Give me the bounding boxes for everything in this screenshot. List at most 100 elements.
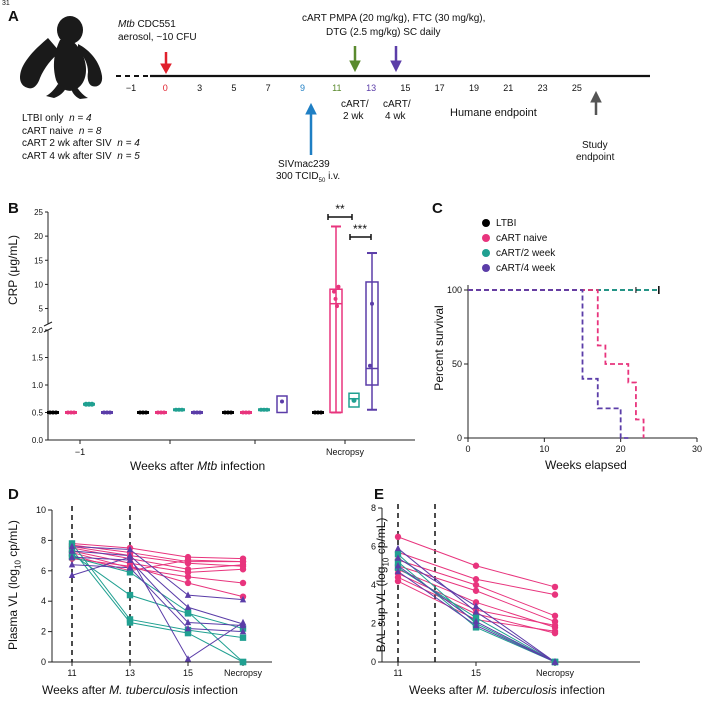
- data-point: [126, 545, 134, 553]
- legend-label: cART/4 week: [496, 263, 556, 274]
- data-point: [184, 579, 192, 587]
- data-point: [394, 567, 402, 575]
- data-point: [126, 591, 134, 599]
- series-line: [71, 553, 244, 630]
- data-point: [89, 401, 95, 407]
- data-point: [184, 608, 192, 616]
- timeline-tick: 19: [468, 83, 479, 93]
- y-tick-label: 10: [36, 505, 46, 515]
- data-point: [141, 410, 145, 415]
- timeline-tick: 17: [434, 83, 445, 93]
- data-point: [68, 561, 76, 568]
- data-point: [138, 410, 142, 415]
- cart-2wk-arrow: [349, 46, 361, 73]
- legend-label: cART naive: [496, 233, 548, 244]
- x-tick-label: 11: [67, 668, 76, 678]
- data-point: [394, 551, 402, 558]
- timeline-tick: 7: [265, 83, 271, 93]
- series-line: [71, 549, 244, 663]
- data-point: [472, 617, 480, 625]
- data-point: [394, 558, 402, 566]
- data-point: [262, 407, 266, 412]
- data-point: [54, 410, 58, 415]
- legend-marker: [482, 234, 490, 242]
- data-point: [551, 583, 559, 591]
- data-point: [184, 618, 192, 626]
- x-tick-label: Necropsy: [326, 447, 365, 457]
- data-point: [259, 407, 263, 412]
- cart2-label-2: 2 wk: [343, 111, 364, 122]
- macaque-silhouette-icon: [20, 16, 103, 99]
- data-point: [313, 410, 317, 415]
- y-tick-label: 6: [371, 542, 376, 552]
- data-point: [184, 624, 192, 632]
- x-tick-label: 11: [393, 668, 402, 678]
- data-point: [184, 556, 192, 564]
- legend-marker: [482, 249, 490, 257]
- data-point: [394, 562, 402, 569]
- data-point: [280, 399, 284, 404]
- mtb-infection-dose: aerosol, ~10 CFU: [118, 32, 197, 43]
- y-tick-label: 5: [39, 305, 44, 314]
- timeline-tick: 23: [537, 83, 548, 93]
- x-tick-label: 13: [125, 668, 135, 678]
- data-point: [335, 304, 339, 309]
- series-line: [71, 545, 244, 567]
- box: [365, 281, 379, 386]
- data-point: [239, 658, 247, 666]
- study-endpoint-l1: Study: [582, 140, 608, 151]
- data-point: [68, 542, 76, 550]
- panel-e-xlabel: Weeks after M. tuberculosis infection: [409, 683, 605, 697]
- group-list: LTBI only n = 4 cART naive n = 8 cART 2 …: [22, 113, 140, 163]
- study-endpoint-l2: endpoint: [576, 152, 615, 163]
- panel-label-e: E: [374, 486, 385, 503]
- y-tick-label: 4: [371, 580, 376, 590]
- data-point: [229, 410, 233, 415]
- survival-line: [468, 289, 645, 438]
- y-tick-label: 2: [371, 619, 376, 629]
- significance-bracket: [349, 234, 372, 240]
- box: [276, 395, 288, 414]
- legend-marker: [482, 264, 490, 272]
- y-tick-label: 50: [452, 359, 462, 369]
- x-tick-label: 15: [471, 668, 481, 678]
- data-point: [394, 554, 402, 561]
- data-point: [156, 410, 160, 415]
- x-tick-label: 15: [183, 668, 193, 678]
- y-tick-label: 4: [41, 596, 46, 606]
- timeline-tick: 5: [231, 83, 237, 93]
- data-point: [472, 587, 480, 594]
- cart4-label-1: cART/: [383, 99, 411, 110]
- data-point: [239, 558, 247, 565]
- humane-endpoint-label: Humane endpoint: [450, 107, 537, 119]
- panel-label-a: A: [8, 8, 19, 25]
- data-point: [551, 591, 559, 598]
- data-point: [162, 410, 166, 415]
- data-point: [472, 599, 480, 606]
- data-point: [551, 628, 559, 635]
- series-line: [71, 556, 244, 663]
- page-number: 31: [2, 0, 10, 7]
- group-item: LTBI only n = 4: [22, 113, 92, 124]
- data-point: [472, 581, 480, 589]
- data-point: [180, 407, 184, 412]
- group-item: cART naive n = 8: [22, 125, 102, 137]
- siv-arrow: [305, 102, 317, 155]
- timeline-tick: −1: [125, 83, 137, 93]
- y-tick-label: 0: [371, 657, 376, 667]
- significance-label: **: [335, 202, 345, 216]
- data-point: [394, 533, 402, 541]
- data-point: [102, 410, 106, 415]
- data-point: [247, 410, 251, 415]
- cart4-label-2: 4 wk: [385, 111, 406, 122]
- data-point: [472, 562, 480, 569]
- cart-4wk-arrow: [390, 46, 402, 73]
- axis-break-mark: [43, 321, 53, 327]
- data-point: [144, 410, 148, 415]
- data-point: [239, 579, 247, 587]
- mtb-infection-arrow: [160, 52, 172, 75]
- data-point: [184, 569, 192, 576]
- cart-regimen-line1: cART PMPA (20 mg/kg), FTC (30 mg/kg),: [302, 13, 486, 24]
